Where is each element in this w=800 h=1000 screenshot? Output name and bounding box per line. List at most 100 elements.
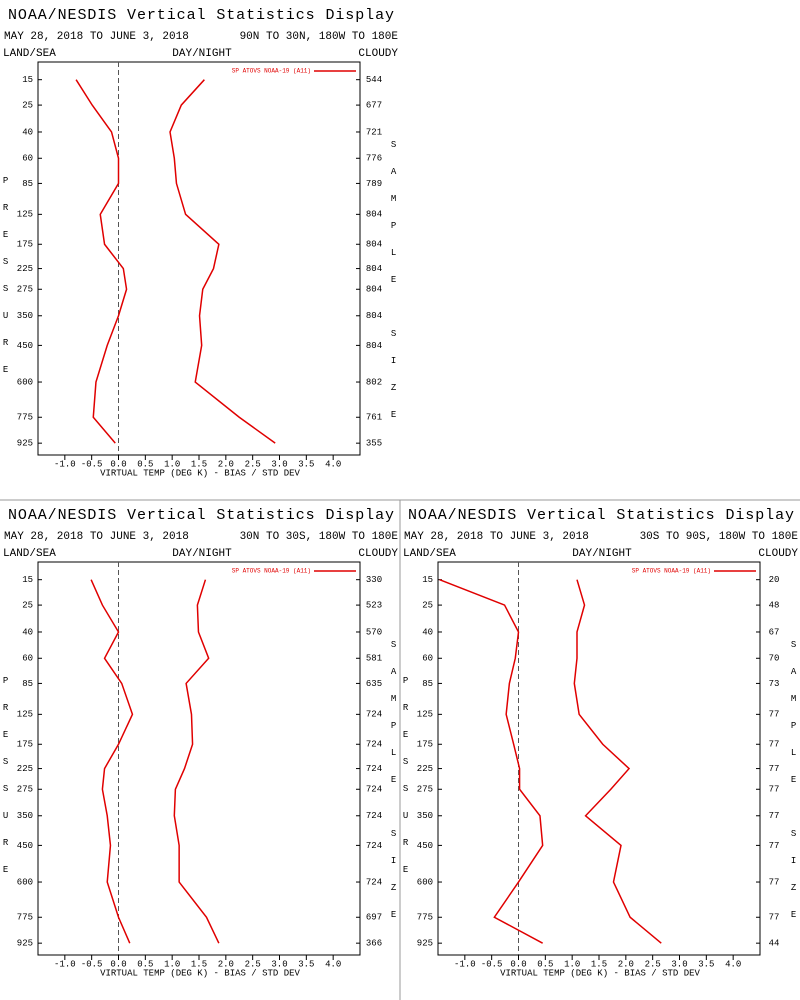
y-tick-label: 350 — [17, 811, 33, 821]
sample-size-label: 366 — [366, 939, 382, 949]
sample-size-label: 77 — [769, 764, 780, 774]
profile-line — [169, 79, 276, 444]
x-tick-label: -1.0 — [54, 959, 76, 969]
region: 30S TO 90S, 180W TO 180E — [640, 531, 799, 543]
y-tick-label: 25 — [422, 600, 433, 610]
y-tick-label: 175 — [417, 740, 433, 750]
sample-size-label: 804 — [366, 264, 382, 274]
x-tick-label: -0.5 — [81, 959, 103, 969]
y-tick-label: 85 — [22, 179, 33, 189]
y-tick-label: 175 — [17, 240, 33, 250]
sample-size-label: 761 — [366, 413, 382, 423]
x-tick-label: 2.5 — [245, 959, 261, 969]
sample-size-label: 724 — [366, 764, 382, 774]
y-tick-label: 600 — [17, 877, 33, 887]
y-tick-label: 25 — [22, 100, 33, 110]
region: 30N TO 30S, 180W TO 180E — [240, 531, 399, 543]
profile-line — [439, 578, 544, 944]
x-tick-label: 1.5 — [191, 959, 207, 969]
day-night-label: DAY/NIGHT — [172, 48, 232, 60]
x-tick-label: 2.5 — [645, 959, 661, 969]
x-tick-label: 4.0 — [325, 459, 341, 469]
x-tick-label: 1.5 — [591, 959, 607, 969]
sample-size-label: 67 — [769, 627, 780, 637]
panel-title: NOAA/NESDIS Vertical Statistics Display — [8, 7, 394, 24]
x-tick-label: 2.0 — [618, 959, 634, 969]
y-tick-label: 925 — [417, 939, 433, 949]
x-tick-label: 3.5 — [298, 959, 314, 969]
profile-line — [75, 79, 128, 444]
y-tick-label: 925 — [17, 939, 33, 949]
y-tick-label: 225 — [17, 264, 33, 274]
sample-size-label: 77 — [769, 740, 780, 750]
x-tick-label: 1.0 — [164, 459, 180, 469]
legend-label: SP ATOVS NOAA-19 (A11) — [232, 568, 311, 575]
x-axis-label: VIRTUAL TEMP (DEG K) - BIAS / STD DEV — [500, 968, 700, 978]
y-tick-label: 15 — [22, 575, 33, 585]
land-sea-label: LAND/SEA — [3, 48, 56, 60]
sample-size-label: 804 — [366, 210, 382, 220]
sample-size-label: 724 — [366, 841, 382, 851]
y-tick-label: 60 — [422, 654, 433, 664]
y-tick-label: 60 — [22, 654, 33, 664]
y2-axis-label: SAMPLE SIZE — [789, 640, 799, 937]
x-tick-label: 0.0 — [110, 959, 126, 969]
panel-title: NOAA/NESDIS Vertical Statistics Display — [8, 507, 394, 524]
y-tick-label: 85 — [422, 679, 433, 689]
sample-size-label: 804 — [366, 285, 382, 295]
x-tick-label: 3.0 — [671, 959, 687, 969]
x-tick-label: 2.5 — [245, 459, 261, 469]
x-tick-label: -0.5 — [81, 459, 103, 469]
y2-axis-label: SAMPLE SIZE — [389, 640, 399, 937]
x-tick-label: 1.0 — [564, 959, 580, 969]
x-tick-label: 0.5 — [137, 459, 153, 469]
date-range: MAY 28, 2018 TO JUNE 3, 2018 — [4, 531, 189, 543]
x-axis-label: VIRTUAL TEMP (DEG K) - BIAS / STD DEV — [100, 468, 300, 478]
x-tick-label: -1.0 — [54, 459, 76, 469]
y-tick-label: 775 — [17, 413, 33, 423]
y-tick-label: 600 — [417, 877, 433, 887]
legend-label: SP ATOVS NOAA-19 (A11) — [232, 68, 311, 75]
sample-size-label: 724 — [366, 710, 382, 720]
cloudy-label: CLOUDY — [358, 48, 398, 60]
land-sea-label: LAND/SEA — [3, 548, 56, 560]
x-axis-label: VIRTUAL TEMP (DEG K) - BIAS / STD DEV — [100, 968, 300, 978]
sample-size-label: 724 — [366, 877, 382, 887]
y-axis-label: PRESSURE — [1, 676, 11, 892]
y-tick-label: 600 — [17, 377, 33, 387]
sample-size-label: 77 — [769, 785, 780, 795]
y-tick-label: 225 — [17, 764, 33, 774]
y-axis-label: PRESSURE — [401, 676, 411, 892]
day-night-label: DAY/NIGHT — [572, 548, 632, 560]
sample-size-label: 677 — [366, 100, 382, 110]
x-tick-label: 2.0 — [218, 959, 234, 969]
day-night-label: DAY/NIGHT — [172, 548, 232, 560]
sample-size-label: 570 — [366, 627, 382, 637]
x-tick-label: 1.0 — [164, 959, 180, 969]
y-tick-label: 275 — [17, 785, 33, 795]
sample-size-label: 776 — [366, 154, 382, 164]
sample-size-label: 802 — [366, 377, 382, 387]
plot-frame — [437, 561, 761, 956]
profile-line — [90, 579, 134, 944]
sample-size-label: 48 — [769, 600, 780, 610]
y-tick-label: 775 — [417, 913, 433, 923]
sample-size-label: 77 — [769, 811, 780, 821]
sample-size-label: 330 — [366, 575, 382, 585]
y-tick-label: 15 — [422, 575, 433, 585]
x-tick-label: 4.0 — [325, 959, 341, 969]
x-tick-label: 3.0 — [271, 459, 287, 469]
cloudy-label: CLOUDY — [358, 548, 398, 560]
y-axis-label: PRESSURE — [1, 176, 11, 392]
panel-title: NOAA/NESDIS Vertical Statistics Display — [408, 507, 794, 524]
sample-size-label: 355 — [366, 439, 382, 449]
sample-size-label: 73 — [769, 679, 780, 689]
sample-size-label: 804 — [366, 341, 382, 351]
sample-size-label: 44 — [769, 939, 780, 949]
y-tick-label: 125 — [417, 710, 433, 720]
panel: NOAA/NESDIS Vertical Statistics Display M… — [1, 507, 399, 978]
x-tick-label: 4.0 — [725, 959, 741, 969]
x-tick-label: 3.5 — [698, 959, 714, 969]
panel: NOAA/NESDIS Vertical Statistics Display M… — [1, 7, 399, 478]
sample-size-label: 77 — [769, 877, 780, 887]
